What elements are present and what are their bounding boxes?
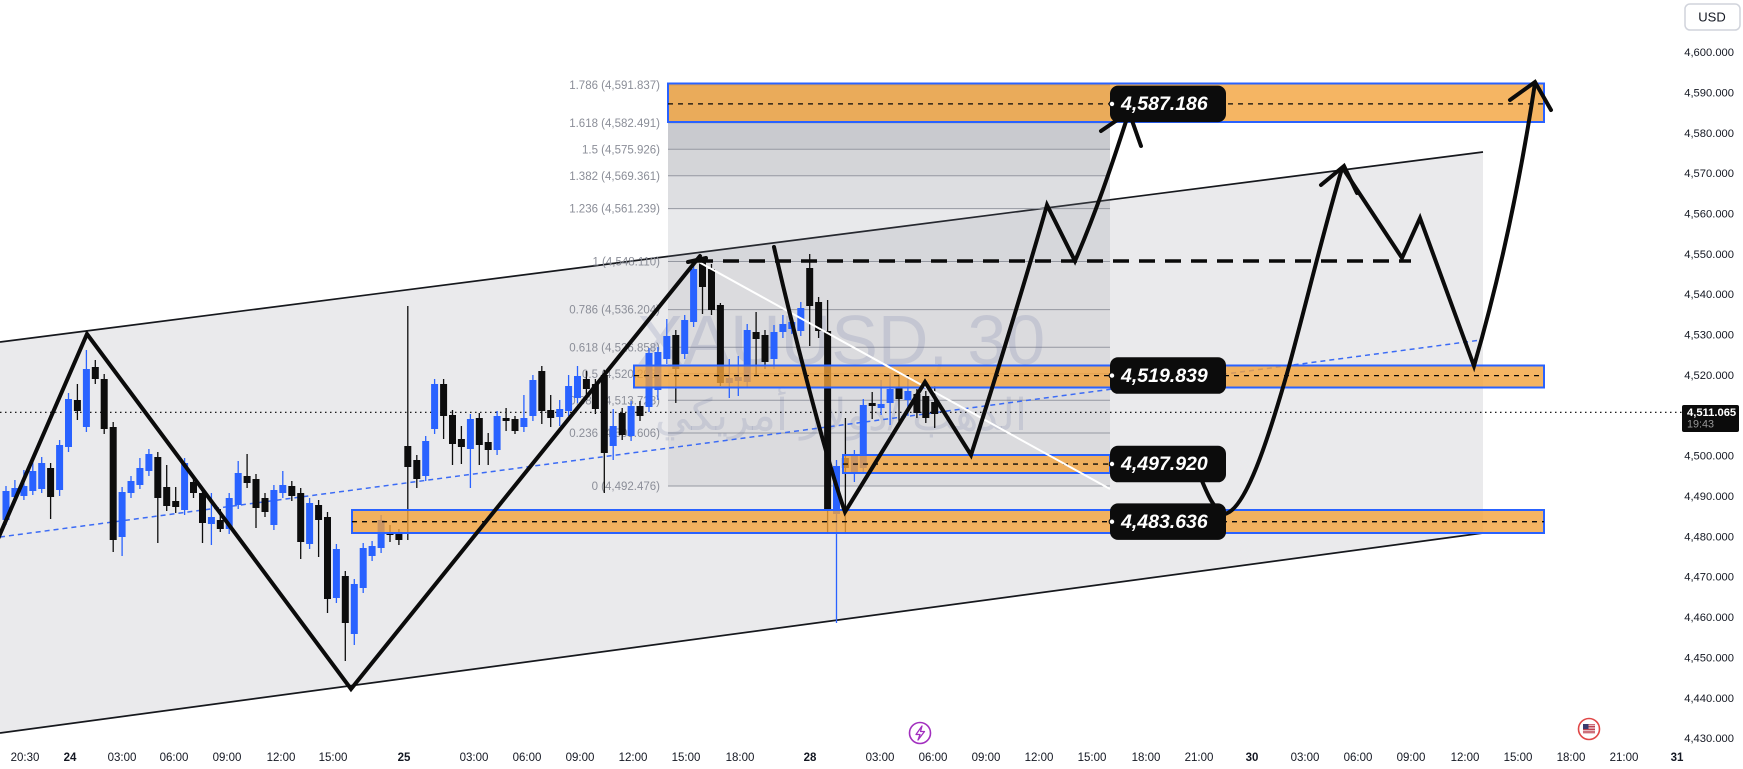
svg-text:09:00: 09:00 (566, 752, 595, 764)
svg-text:4,570.000: 4,570.000 (1684, 168, 1734, 180)
svg-text:4,560.000: 4,560.000 (1684, 209, 1734, 221)
svg-text:20:30: 20:30 (11, 752, 40, 764)
svg-text:06:00: 06:00 (1344, 752, 1373, 764)
svg-text:USD: USD (1698, 10, 1725, 25)
svg-text:03:00: 03:00 (866, 752, 895, 764)
svg-text:4,580.000: 4,580.000 (1684, 128, 1734, 140)
svg-text:30: 30 (1246, 752, 1259, 764)
svg-text:4,511.065: 4,511.065 (1687, 407, 1736, 419)
svg-text:25: 25 (398, 752, 411, 764)
svg-text:0.786 (4,536.204): 0.786 (4,536.204) (569, 305, 660, 317)
svg-text:4,440.000: 4,440.000 (1684, 693, 1734, 705)
svg-text:12:00: 12:00 (619, 752, 648, 764)
svg-text:4,550.000: 4,550.000 (1684, 249, 1734, 261)
svg-text:4,519.839: 4,519.839 (1120, 365, 1208, 387)
svg-text:12:00: 12:00 (1025, 752, 1054, 764)
svg-text:21:00: 21:00 (1610, 752, 1639, 764)
svg-text:1 (4,548.110): 1 (4,548.110) (592, 257, 660, 269)
svg-text:4,430.000: 4,430.000 (1684, 733, 1734, 745)
svg-text:15:00: 15:00 (319, 752, 348, 764)
svg-text:03:00: 03:00 (460, 752, 489, 764)
svg-text:4,600.000: 4,600.000 (1684, 47, 1734, 59)
svg-text:18:00: 18:00 (1132, 752, 1161, 764)
svg-text:06:00: 06:00 (160, 752, 189, 764)
svg-text:4,460.000: 4,460.000 (1684, 612, 1734, 624)
svg-text:19:43: 19:43 (1687, 419, 1714, 431)
svg-text:03:00: 03:00 (108, 752, 137, 764)
svg-text:31: 31 (1671, 752, 1684, 764)
svg-text:18:00: 18:00 (1557, 752, 1586, 764)
svg-text:1.236 (4,561.239): 1.236 (4,561.239) (569, 204, 660, 216)
svg-text:28: 28 (804, 752, 817, 764)
svg-text:0.618 (4,526.858): 0.618 (4,526.858) (569, 342, 660, 354)
svg-text:4,497.920: 4,497.920 (1120, 453, 1208, 475)
svg-text:09:00: 09:00 (1397, 752, 1426, 764)
svg-text:21:00: 21:00 (1185, 752, 1214, 764)
svg-text:4,587.186: 4,587.186 (1120, 93, 1208, 115)
svg-text:4,590.000: 4,590.000 (1684, 88, 1734, 100)
svg-text:15:00: 15:00 (1078, 752, 1107, 764)
svg-text:4,500.000: 4,500.000 (1684, 451, 1734, 463)
svg-text:15:00: 15:00 (672, 752, 701, 764)
svg-text:1.786 (4,591.837): 1.786 (4,591.837) (569, 80, 660, 92)
svg-text:06:00: 06:00 (919, 752, 948, 764)
svg-text:4,480.000: 4,480.000 (1684, 531, 1734, 543)
svg-text:15:00: 15:00 (1504, 752, 1533, 764)
svg-text:12:00: 12:00 (1451, 752, 1480, 764)
svg-text:4,470.000: 4,470.000 (1684, 572, 1734, 584)
svg-text:4,483.636: 4,483.636 (1120, 511, 1208, 533)
svg-text:24: 24 (64, 752, 77, 764)
svg-text:12:00: 12:00 (267, 752, 296, 764)
svg-text:4,530.000: 4,530.000 (1684, 330, 1734, 342)
svg-text:الذهب /دولار أمريكي: الذهب /دولار أمريكي (655, 385, 1027, 441)
svg-text:09:00: 09:00 (972, 752, 1001, 764)
svg-text:09:00: 09:00 (213, 752, 242, 764)
svg-text:1.382 (4,569.361): 1.382 (4,569.361) (569, 171, 660, 183)
svg-text:4,540.000: 4,540.000 (1684, 289, 1734, 301)
svg-text:03:00: 03:00 (1291, 752, 1320, 764)
svg-text:4,520.000: 4,520.000 (1684, 370, 1734, 382)
svg-text:1.5 (4,575.926): 1.5 (4,575.926) (582, 144, 660, 156)
svg-text:4,490.000: 4,490.000 (1684, 491, 1734, 503)
svg-text:0 (4,492.476): 0 (4,492.476) (592, 481, 661, 493)
svg-text:18:00: 18:00 (726, 752, 755, 764)
svg-text:1.618 (4,582.491): 1.618 (4,582.491) (569, 118, 660, 130)
svg-text:4,450.000: 4,450.000 (1684, 652, 1734, 664)
svg-text:06:00: 06:00 (513, 752, 542, 764)
